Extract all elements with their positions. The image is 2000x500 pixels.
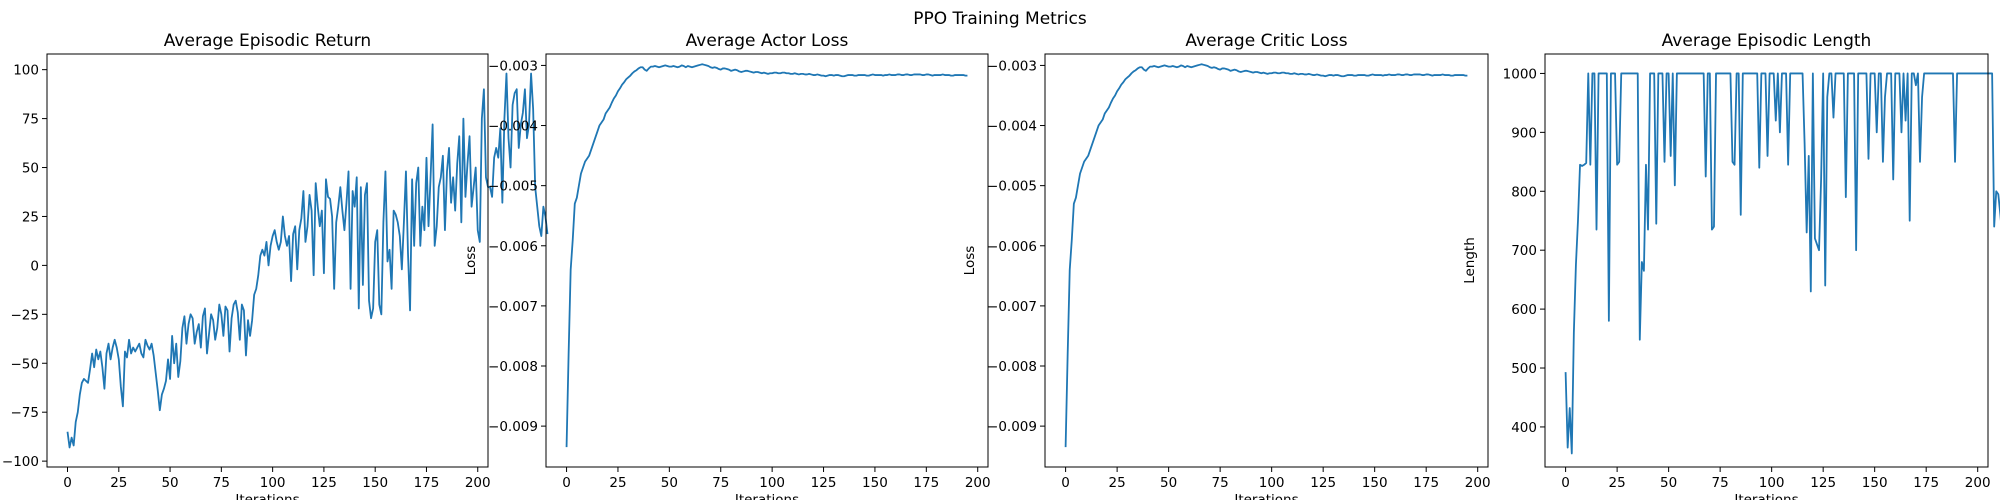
series-line-length bbox=[1564, 72, 2000, 455]
y-axis-label: Loss bbox=[463, 246, 479, 276]
axes-frame bbox=[1044, 53, 1489, 468]
y-tick-label: 800 bbox=[1511, 184, 1537, 200]
x-tick-label: 200 bbox=[1965, 475, 1991, 491]
y-tick-label: −0.003 bbox=[987, 58, 1037, 74]
y-tick-label: 700 bbox=[1511, 243, 1537, 259]
y-tick-label: −0.009 bbox=[987, 419, 1037, 435]
x-tick-label: 0 bbox=[562, 475, 571, 491]
panel-title-actor-loss: Average Actor Loss bbox=[686, 31, 849, 51]
panel-critic-loss: Average Critic Loss 0 25 50 75 100 125 150 175 20… bbox=[962, 31, 1491, 500]
y-tick-label: 100 bbox=[13, 63, 39, 79]
x-tick-label: 175 bbox=[414, 475, 440, 491]
y-tick-label: 500 bbox=[1511, 361, 1537, 377]
axes-frame bbox=[46, 53, 489, 468]
y-tick-label: −0.007 bbox=[488, 299, 538, 315]
x-tick-label: 150 bbox=[862, 475, 888, 491]
panel-length: Average Episodic Length 0 25 50 75 100 125 150 1… bbox=[1462, 31, 2000, 500]
x-tick-label: 75 bbox=[1712, 475, 1729, 491]
series-line-critic-loss bbox=[1064, 63, 1468, 448]
x-tick-label: 125 bbox=[1810, 475, 1836, 491]
y-tick-label: −0.008 bbox=[488, 359, 538, 375]
y-tick-label: 400 bbox=[1511, 420, 1537, 436]
x-tick-label: 0 bbox=[1061, 475, 1070, 491]
x-tick-label: 50 bbox=[1160, 475, 1177, 491]
y-tick-label: −0.006 bbox=[987, 239, 1037, 255]
x-tick-label: 0 bbox=[1561, 475, 1570, 491]
y-tick-label: 1000 bbox=[1503, 66, 1537, 82]
figure-title: PPO Training Metrics bbox=[913, 9, 1087, 29]
x-axis-label: Iterations bbox=[235, 492, 299, 500]
y-tick-label: −0.005 bbox=[488, 179, 538, 195]
y-tick-label: −0.003 bbox=[488, 58, 538, 74]
y-tick-label: 900 bbox=[1511, 125, 1537, 141]
y-tick-label: −0.004 bbox=[987, 119, 1037, 135]
y-tick-label: −75 bbox=[11, 405, 40, 421]
y-tick-label: −0.009 bbox=[488, 419, 538, 435]
x-tick-label: 150 bbox=[362, 475, 388, 491]
x-tick-label: 150 bbox=[1362, 475, 1388, 491]
x-tick-label: 175 bbox=[1913, 475, 1939, 491]
y-axis-label: Loss bbox=[962, 246, 978, 276]
y-tick-label: −0.008 bbox=[987, 359, 1037, 375]
x-tick-label: 0 bbox=[63, 475, 72, 491]
x-tick-label: 100 bbox=[260, 475, 286, 491]
y-axis-label: Length bbox=[1462, 237, 1478, 284]
y-tick-label: 50 bbox=[22, 161, 39, 177]
x-tick-label: 50 bbox=[161, 475, 178, 491]
x-tick-label: 75 bbox=[712, 475, 729, 491]
y-tick-label: −100 bbox=[2, 454, 39, 470]
x-tick-label: 25 bbox=[1609, 475, 1626, 491]
x-tick-label: 150 bbox=[1862, 475, 1888, 491]
x-tick-label: 75 bbox=[213, 475, 230, 491]
series-line-return bbox=[66, 72, 549, 449]
panel-title-length: Average Episodic Length bbox=[1662, 31, 1872, 51]
x-tick-label: 25 bbox=[609, 475, 626, 491]
x-tick-label: 175 bbox=[1413, 475, 1439, 491]
axes-frame bbox=[1544, 53, 1989, 468]
y-tick-label: 25 bbox=[22, 209, 39, 225]
x-tick-label: 200 bbox=[465, 475, 491, 491]
y-tick-label: −0.006 bbox=[488, 239, 538, 255]
x-tick-label: 100 bbox=[1259, 475, 1285, 491]
y-tick-label: −0.005 bbox=[987, 179, 1037, 195]
panel-title-critic-loss: Average Critic Loss bbox=[1185, 31, 1347, 51]
x-axis-label: Iterations bbox=[1234, 492, 1298, 500]
x-axis-label: Iterations bbox=[735, 492, 799, 500]
x-tick-label: 175 bbox=[913, 475, 939, 491]
x-tick-label: 125 bbox=[311, 475, 337, 491]
x-tick-label: 100 bbox=[1759, 475, 1785, 491]
x-tick-label: 125 bbox=[811, 475, 837, 491]
y-tick-label: −0.007 bbox=[987, 299, 1037, 315]
x-tick-label: 100 bbox=[759, 475, 785, 491]
panel-return: Average Episodic Return 0 25 50 75 100 125 150 1… bbox=[2, 31, 549, 500]
x-tick-label: 25 bbox=[110, 475, 127, 491]
subplots: Average Episodic Return 0 25 50 75 100 125 150 1… bbox=[2, 31, 2000, 500]
y-tick-label: −25 bbox=[11, 307, 40, 323]
x-tick-label: 75 bbox=[1212, 475, 1229, 491]
x-tick-label: 25 bbox=[1109, 475, 1126, 491]
x-tick-label: 50 bbox=[1660, 475, 1677, 491]
y-tick-label: 75 bbox=[22, 112, 39, 128]
x-tick-label: 125 bbox=[1310, 475, 1336, 491]
x-tick-label: 50 bbox=[661, 475, 678, 491]
y-tick-label: 600 bbox=[1511, 302, 1537, 318]
y-tick-label: 0 bbox=[30, 258, 39, 274]
y-tick-label: −50 bbox=[11, 356, 40, 372]
panel-actor-loss: Average Actor Loss 0 25 50 75 100 125 150 175 200… bbox=[463, 31, 991, 500]
x-axis-label: Iterations bbox=[1734, 492, 1798, 500]
panel-title-return: Average Episodic Return bbox=[164, 31, 371, 51]
x-tick-label: 200 bbox=[965, 475, 991, 491]
series-line-actor-loss bbox=[565, 63, 968, 448]
y-tick-label: −0.004 bbox=[488, 119, 538, 135]
axes-frame bbox=[545, 53, 989, 468]
x-tick-label: 200 bbox=[1465, 475, 1491, 491]
